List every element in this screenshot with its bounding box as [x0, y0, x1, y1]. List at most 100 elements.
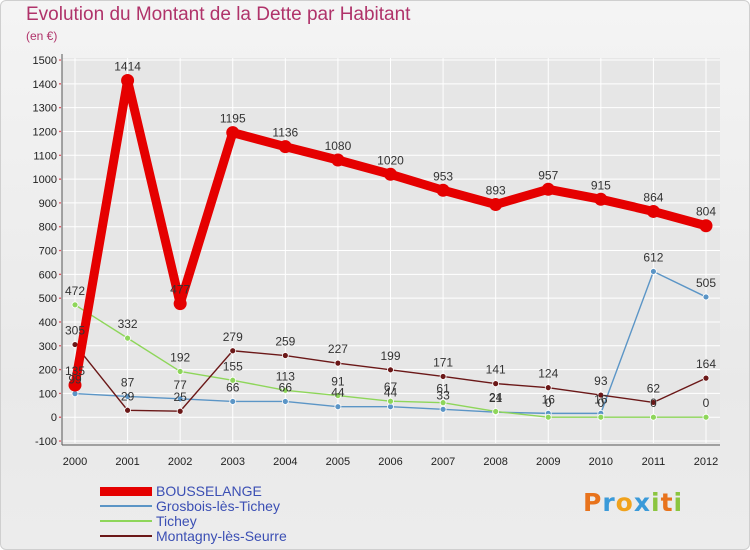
data-label: 62 — [647, 381, 661, 395]
data-point — [699, 219, 713, 233]
legend-swatch — [100, 486, 152, 496]
legend-label: BOUSSELANGE — [156, 483, 262, 499]
data-point — [334, 403, 342, 411]
data-label: 77 — [173, 378, 187, 392]
x-tick-label: 2010 — [589, 456, 613, 468]
data-point — [594, 192, 608, 206]
data-label: 1195 — [220, 112, 246, 126]
data-point — [492, 408, 500, 415]
proxiti-logo: Proxiti — [583, 488, 683, 517]
data-point — [173, 297, 187, 311]
data-label: 1136 — [272, 126, 298, 140]
data-label: 279 — [223, 330, 243, 344]
data-label: 24 — [489, 390, 503, 404]
data-point — [436, 183, 450, 197]
data-label: 1020 — [377, 153, 404, 167]
data-point — [541, 182, 555, 196]
data-label: 305 — [65, 324, 85, 338]
legend-label: Montagny-lès-Seurre — [156, 528, 287, 544]
data-label: 66 — [279, 380, 293, 394]
data-label: 113 — [276, 369, 295, 383]
data-label: 164 — [696, 357, 716, 371]
data-label: 259 — [275, 335, 295, 349]
data-label: 192 — [170, 350, 190, 364]
data-point — [281, 398, 289, 405]
data-point — [387, 397, 394, 405]
data-point — [331, 153, 345, 167]
data-point — [439, 405, 447, 413]
data-point — [492, 380, 500, 388]
y-tick-mark — [59, 178, 61, 180]
y-tick-mark — [59, 225, 61, 228]
data-point — [71, 301, 79, 309]
y-tick-label: 100 — [39, 388, 57, 400]
logo-letter: i — [673, 488, 684, 517]
x-tick-label: 2004 — [273, 456, 297, 468]
logo-letter: i — [651, 488, 661, 517]
data-label: 141 — [486, 363, 506, 377]
data-point — [334, 392, 342, 399]
y-tick-label: 1300 — [33, 103, 57, 115]
data-label: 44 — [384, 386, 398, 400]
legend-swatch — [100, 535, 152, 537]
data-point — [489, 198, 503, 212]
data-point — [229, 347, 237, 355]
y-tick-label: 500 — [39, 293, 57, 305]
y-tick-mark — [59, 416, 61, 418]
logo-letter: t — [660, 488, 674, 517]
logo-letter: r — [602, 488, 616, 517]
data-point — [124, 334, 131, 342]
y-tick-label: 400 — [39, 317, 57, 329]
data-label: 124 — [538, 367, 558, 381]
data-point — [176, 368, 184, 375]
x-tick-label: 2012 — [694, 456, 718, 468]
data-point — [176, 395, 184, 403]
x-tick-label: 2009 — [536, 456, 560, 468]
data-point — [597, 391, 605, 399]
data-label: 477 — [170, 283, 190, 297]
data-label: 99 — [68, 373, 82, 387]
data-point — [544, 413, 552, 421]
legend-swatch — [100, 505, 152, 507]
data-point — [121, 73, 135, 87]
data-point — [387, 366, 394, 374]
data-label: 87 — [121, 375, 135, 389]
data-label: 953 — [433, 169, 453, 183]
data-label: 16 — [594, 392, 608, 406]
y-tick-mark — [59, 106, 61, 109]
y-tick-mark — [59, 321, 61, 323]
data-point — [439, 399, 447, 407]
y-tick-mark — [59, 154, 61, 157]
logo-letter: x — [633, 488, 651, 517]
data-point — [226, 126, 240, 140]
data-label: 1414 — [114, 59, 141, 73]
data-point — [124, 406, 131, 414]
y-tick-label: 1400 — [33, 79, 57, 91]
data-point — [544, 384, 552, 392]
data-label: 957 — [538, 168, 558, 182]
data-label: 66 — [226, 380, 240, 394]
y-tick-label: 800 — [39, 222, 57, 234]
data-label: 91 — [331, 375, 345, 389]
x-tick-label: 2003 — [221, 456, 245, 468]
data-label: 171 — [433, 355, 453, 369]
data-label: 1080 — [325, 139, 352, 153]
data-label: 93 — [594, 374, 608, 388]
data-point — [334, 359, 342, 367]
data-point — [176, 407, 184, 415]
data-label: 135 — [65, 364, 85, 378]
y-tick-label: 700 — [39, 246, 57, 258]
data-label: 44 — [331, 386, 345, 400]
data-label: 0 — [650, 396, 657, 410]
y-tick-mark — [59, 297, 61, 299]
chart-title: Evolution du Montant de la Dette par Hab… — [26, 4, 411, 25]
data-label: 33 — [436, 388, 450, 402]
data-point — [384, 167, 397, 181]
data-label: 16 — [542, 392, 556, 406]
data-label: 0 — [703, 396, 710, 410]
x-tick-label: 2005 — [326, 456, 350, 468]
data-label: 155 — [223, 359, 243, 373]
y-tick-mark — [59, 344, 61, 347]
data-label: 864 — [643, 190, 663, 204]
y-tick-mark — [59, 59, 61, 61]
